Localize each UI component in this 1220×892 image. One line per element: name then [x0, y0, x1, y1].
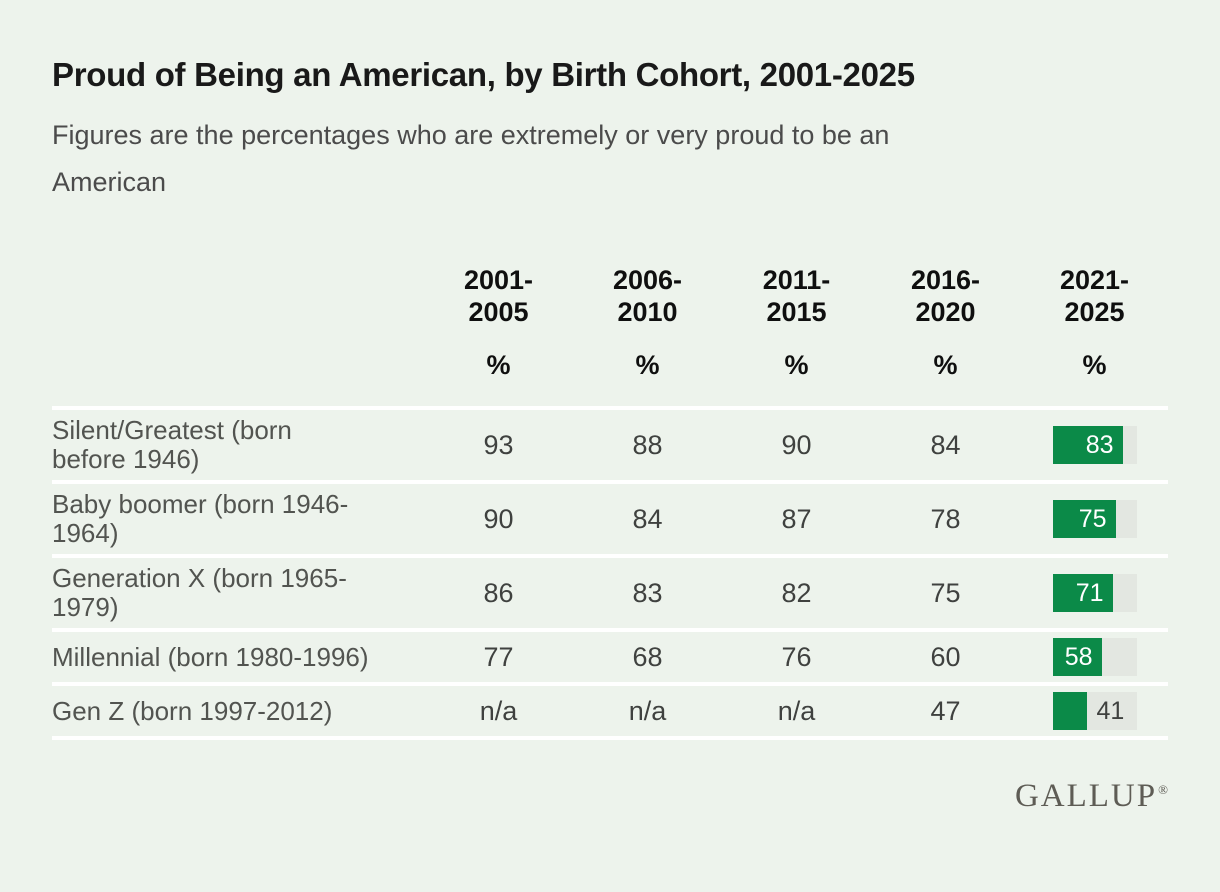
cohort-label: Gen Z (born 1997-2012): [52, 695, 424, 726]
unit-symbol: %: [1082, 350, 1107, 380]
value-cell: 86: [483, 577, 514, 608]
value-cell: 82: [781, 577, 812, 608]
table-row: Millennial (born 1980-1996) 77 68 76 60 …: [52, 628, 1168, 682]
cohort-label-text: Millennial (born 1980-1996): [52, 641, 369, 672]
value-cell: 93: [483, 429, 514, 460]
gallup-logo-text: GALLUP: [1014, 778, 1158, 814]
bar-fill: [1052, 692, 1087, 730]
cohort-label: Baby boomer (born 1946-1964): [52, 490, 424, 548]
value-cell: 90: [483, 503, 514, 534]
registered-trademark-icon: ®: [1158, 782, 1168, 797]
bar-value-label: 41: [1096, 697, 1125, 725]
value-cell: 68: [632, 641, 663, 672]
mini-bar: 58: [1052, 638, 1137, 676]
unit-symbol: %: [933, 350, 958, 380]
cohort-label: Silent/Greatest (born before 1946): [52, 416, 424, 474]
column-header-text: 2011-2015: [762, 265, 831, 327]
mini-bar: 83: [1052, 426, 1137, 464]
mini-bar: 75: [1052, 500, 1137, 538]
bar-cell: 71: [1020, 574, 1169, 612]
bar-fill: [1052, 426, 1123, 464]
cohort-label-text: Gen Z (born 1997-2012): [52, 695, 333, 726]
cohort-table: 2001-2005 2006-2010 2011-2015 2016-2020 …: [52, 264, 1168, 740]
bar-fill: [1052, 638, 1102, 676]
value-cell: 60: [930, 641, 961, 672]
bar-value-label: 58: [1064, 643, 1093, 671]
column-header: 2016-2020: [871, 264, 1020, 328]
cohort-label: Generation X (born 1965-1979): [52, 564, 424, 622]
unit-symbol: %: [784, 350, 809, 380]
bar-cell: 83: [1020, 426, 1169, 464]
footer: GALLUP®: [52, 778, 1168, 815]
column-header: 2001-2005: [424, 264, 573, 328]
cohort-label-text: Generation X (born 1965-1979): [52, 563, 347, 622]
value-cell: 84: [930, 429, 961, 460]
unit-symbol: %: [635, 350, 660, 380]
value-cell: 77: [483, 641, 514, 672]
unit-symbol: %: [486, 350, 511, 380]
mini-bar: 41: [1052, 692, 1137, 730]
value-cell: n/a: [479, 695, 518, 726]
column-header-text: 2006-2010: [612, 265, 683, 327]
value-cell: 88: [632, 429, 663, 460]
table-row: Silent/Greatest (born before 1946) 93 88…: [52, 406, 1168, 480]
column-header-text: 2021-2025: [1059, 265, 1130, 327]
subtitle-line-2: American: [52, 167, 167, 197]
cohort-label: Millennial (born 1980-1996): [52, 641, 424, 672]
column-header-text: 2016-2020: [910, 265, 981, 327]
column-header: 2021-2025: [1020, 264, 1169, 328]
unit-row: % % % % %: [52, 350, 1168, 406]
column-header-text: 2001-2005: [463, 265, 534, 327]
unit-spacer: [52, 350, 424, 381]
bar-fill: [1052, 500, 1116, 538]
gallup-logo: GALLUP®: [1015, 778, 1168, 814]
value-cell: 90: [781, 429, 812, 460]
mini-bar: 71: [1052, 574, 1137, 612]
value-cell: n/a: [628, 695, 667, 726]
table-header-row: 2001-2005 2006-2010 2011-2015 2016-2020 …: [52, 264, 1168, 328]
table-row: Generation X (born 1965-1979) 86 83 82 7…: [52, 554, 1168, 628]
table-row: Baby boomer (born 1946-1964) 90 84 87 78…: [52, 480, 1168, 554]
bar-cell: 41: [1020, 692, 1169, 730]
page-title: Proud of Being an American, by Birth Coh…: [52, 56, 915, 93]
value-cell: 87: [781, 503, 812, 534]
value-cell: 76: [781, 641, 812, 672]
subtitle-line-1: Figures are the percentages who are extr…: [52, 120, 890, 150]
column-header: 2006-2010: [573, 264, 722, 328]
column-header: 2011-2015: [722, 264, 871, 328]
value-cell: 75: [930, 577, 961, 608]
table-row: Gen Z (born 1997-2012) n/a n/a n/a 47 41: [52, 682, 1168, 740]
bar-cell: 58: [1020, 638, 1169, 676]
cohort-label-text: Baby boomer (born 1946-1964): [52, 489, 349, 548]
value-cell: 47: [930, 695, 961, 726]
bar-value-label: 75: [1078, 505, 1107, 533]
value-cell: n/a: [777, 695, 816, 726]
cohort-label-text: Silent/Greatest (born before 1946): [52, 415, 292, 474]
value-cell: 78: [930, 503, 961, 534]
table-body: Silent/Greatest (born before 1946) 93 88…: [52, 406, 1168, 740]
chart-subtitle: Figures are the percentages who are extr…: [52, 112, 1168, 206]
bar-value-label: 83: [1085, 431, 1114, 459]
bar-value-label: 71: [1075, 579, 1104, 607]
bar-cell: 75: [1020, 500, 1169, 538]
value-cell: 83: [632, 577, 663, 608]
bar-fill: [1052, 574, 1113, 612]
value-cell: 84: [632, 503, 663, 534]
